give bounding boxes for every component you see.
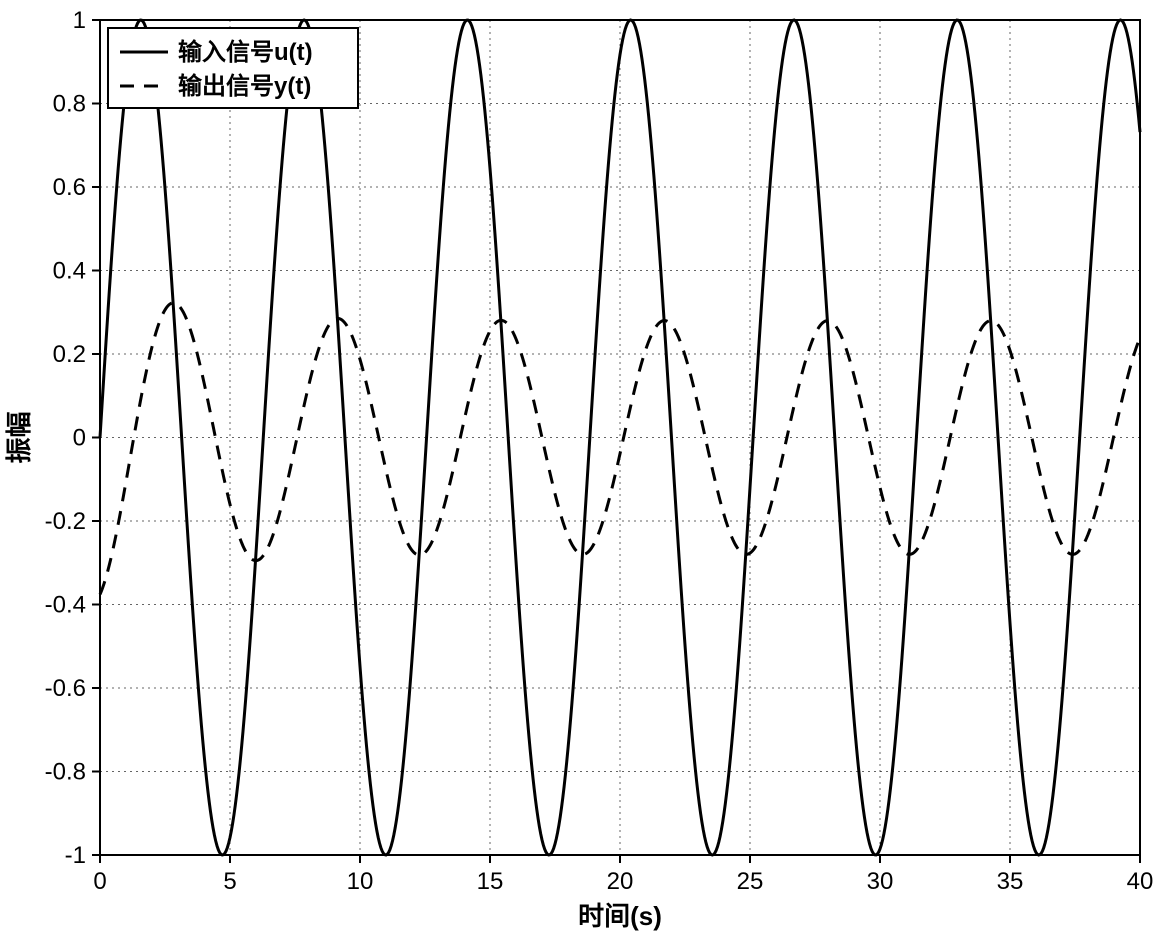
y-tick-label: 0.6 [53,174,86,201]
y-tick-label: -0.4 [45,592,86,619]
y-tick-label: 0 [73,425,86,452]
y-tick-label: -0.8 [45,759,86,786]
x-tick-label: 15 [477,868,504,895]
y-tick-label: 0.4 [53,258,86,285]
y-tick-label: -0.2 [45,508,86,535]
y-tick-label: 1 [73,7,86,34]
x-tick-label: 5 [223,868,236,895]
y-axis-label: 振幅 [4,411,34,463]
y-tick-label: -0.6 [45,675,86,702]
y-tick-label: 0.8 [53,91,86,118]
x-axis-label: 时间(s) [578,901,662,931]
y-tick-label: -1 [65,842,86,869]
x-tick-label: 25 [737,868,764,895]
x-tick-label: 30 [867,868,894,895]
legend-label-2: 输出信号y(t) [178,72,311,100]
x-tick-label: 10 [347,868,374,895]
legend-label-1: 输入信号u(t) [178,38,313,66]
x-tick-label: 40 [1127,868,1154,895]
line-chart: 0 5 10 15 20 25 30 35 40 -1 -0.8 -0.6 -0.4 -0.2 0 0.2 0.… [0,0,1166,935]
x-tick-label: 35 [997,868,1024,895]
chart-container: 0 5 10 15 20 25 30 35 40 -1 -0.8 -0.6 -0.4 -0.2 0 0.2 0.… [0,0,1166,935]
x-tick-label: 20 [607,868,634,895]
y-tick-label: 0.2 [53,341,86,368]
x-tick-label: 0 [93,868,106,895]
